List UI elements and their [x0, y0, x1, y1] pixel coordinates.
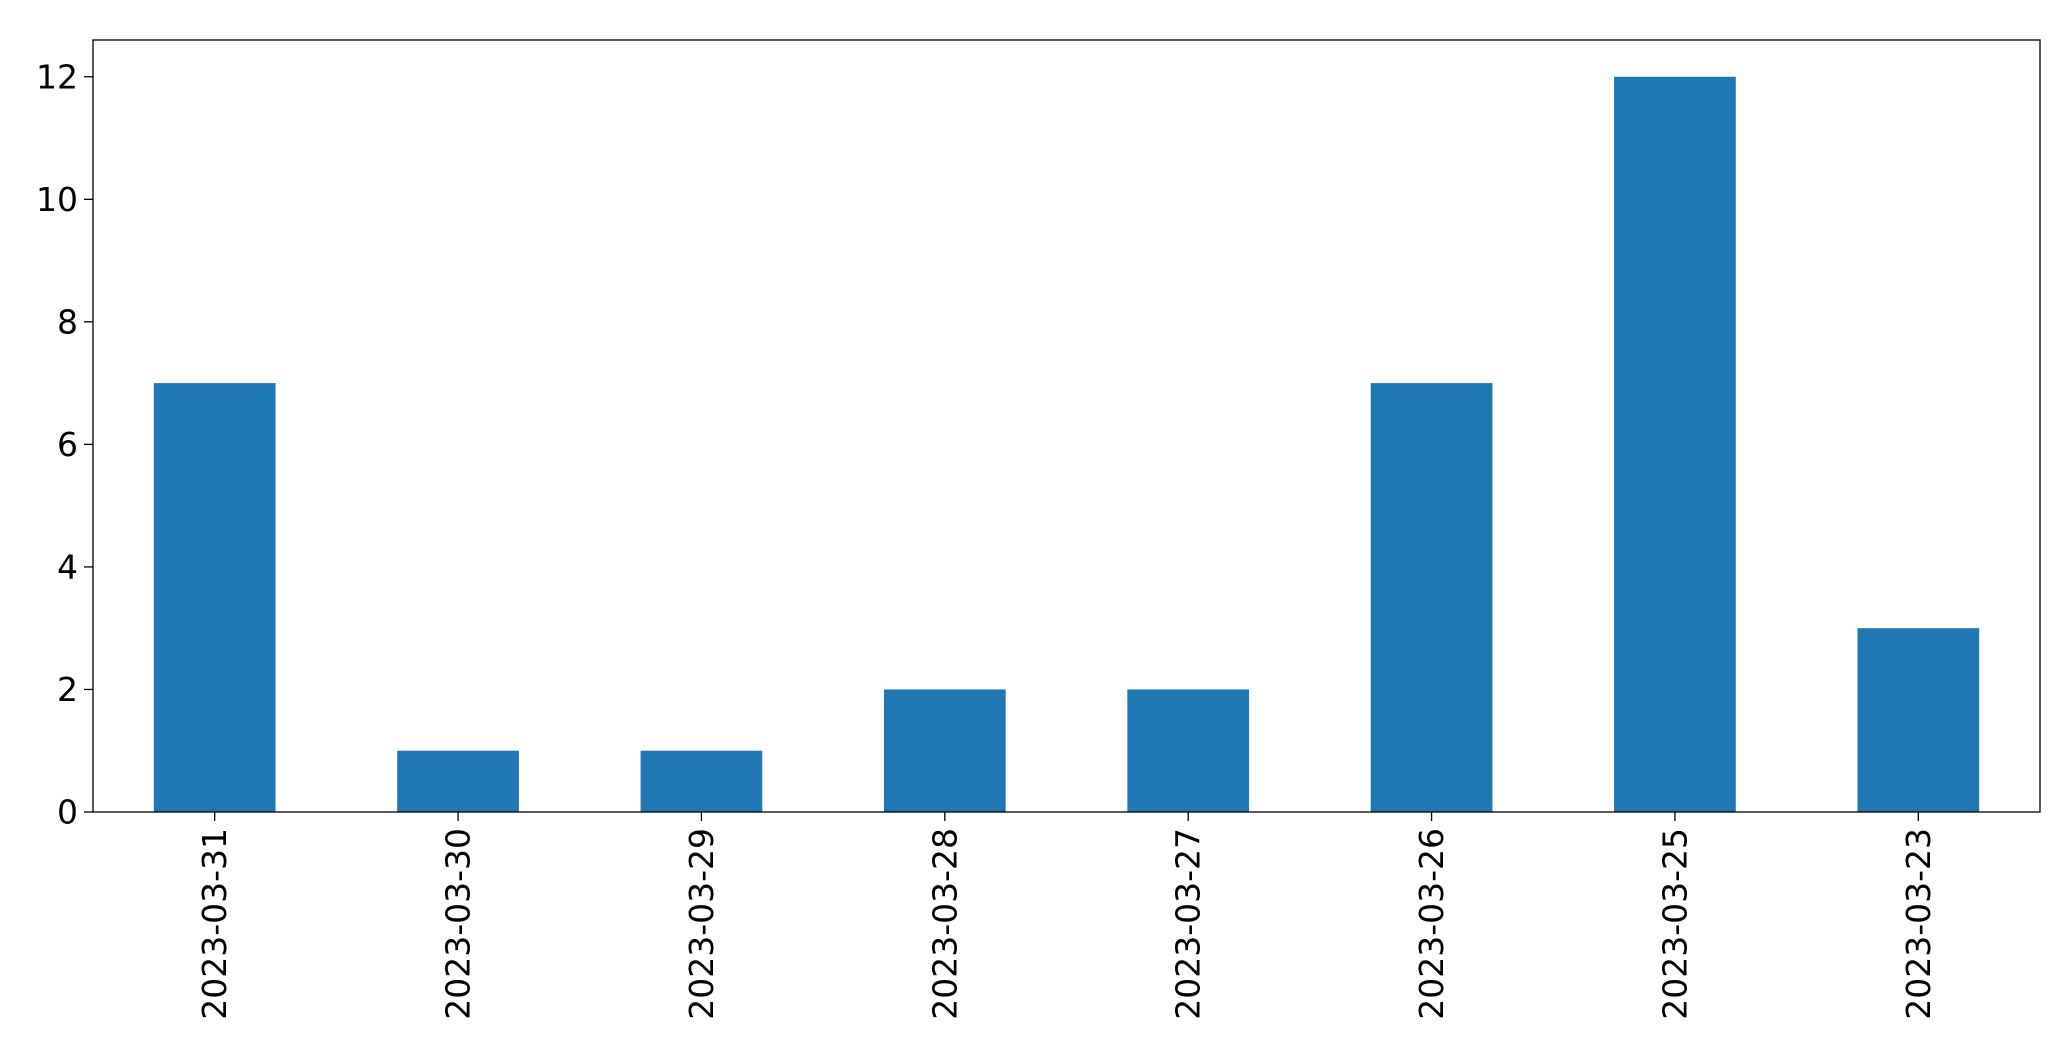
y-tick-label: 0	[57, 793, 78, 832]
bar-2023-03-29	[640, 750, 763, 812]
x-tick-label: 2023-03-28	[925, 828, 964, 1020]
x-tick-label: 2023-03-27	[1169, 828, 1208, 1020]
bar-2023-03-28	[883, 689, 1006, 812]
bar-2023-03-23	[1857, 628, 1980, 812]
bars-group	[153, 76, 1980, 812]
bar-2023-03-27	[1127, 689, 1250, 812]
y-tick-label: 8	[57, 302, 78, 341]
x-axis: 2023-03-31 2023-03-30 2023-03-29 2023-03-28…	[195, 812, 1938, 1020]
y-tick-label: 4	[57, 547, 78, 586]
bar-2023-03-26	[1370, 383, 1493, 812]
bar-2023-03-25	[1614, 76, 1736, 812]
bar-2023-03-31	[153, 383, 276, 812]
y-tick-label: 2	[57, 670, 78, 709]
y-tick-label: 10	[36, 180, 78, 219]
x-tick-label: 2023-03-29	[682, 828, 721, 1020]
y-tick-label: 12	[36, 57, 78, 96]
y-tick-label: 6	[57, 425, 78, 464]
x-tick-label: 2023-03-31	[195, 828, 234, 1020]
x-tick-label: 2023-03-26	[1412, 828, 1451, 1020]
x-tick-label: 2023-03-25	[1655, 828, 1694, 1020]
plot-frame	[92, 39, 2041, 813]
x-tick-label: 2023-03-23	[1899, 828, 1938, 1020]
y-axis: 0 2 4 6 8 10 12	[36, 57, 93, 832]
bar-2023-03-30	[397, 750, 519, 812]
x-tick-label: 2023-03-30	[439, 828, 478, 1020]
